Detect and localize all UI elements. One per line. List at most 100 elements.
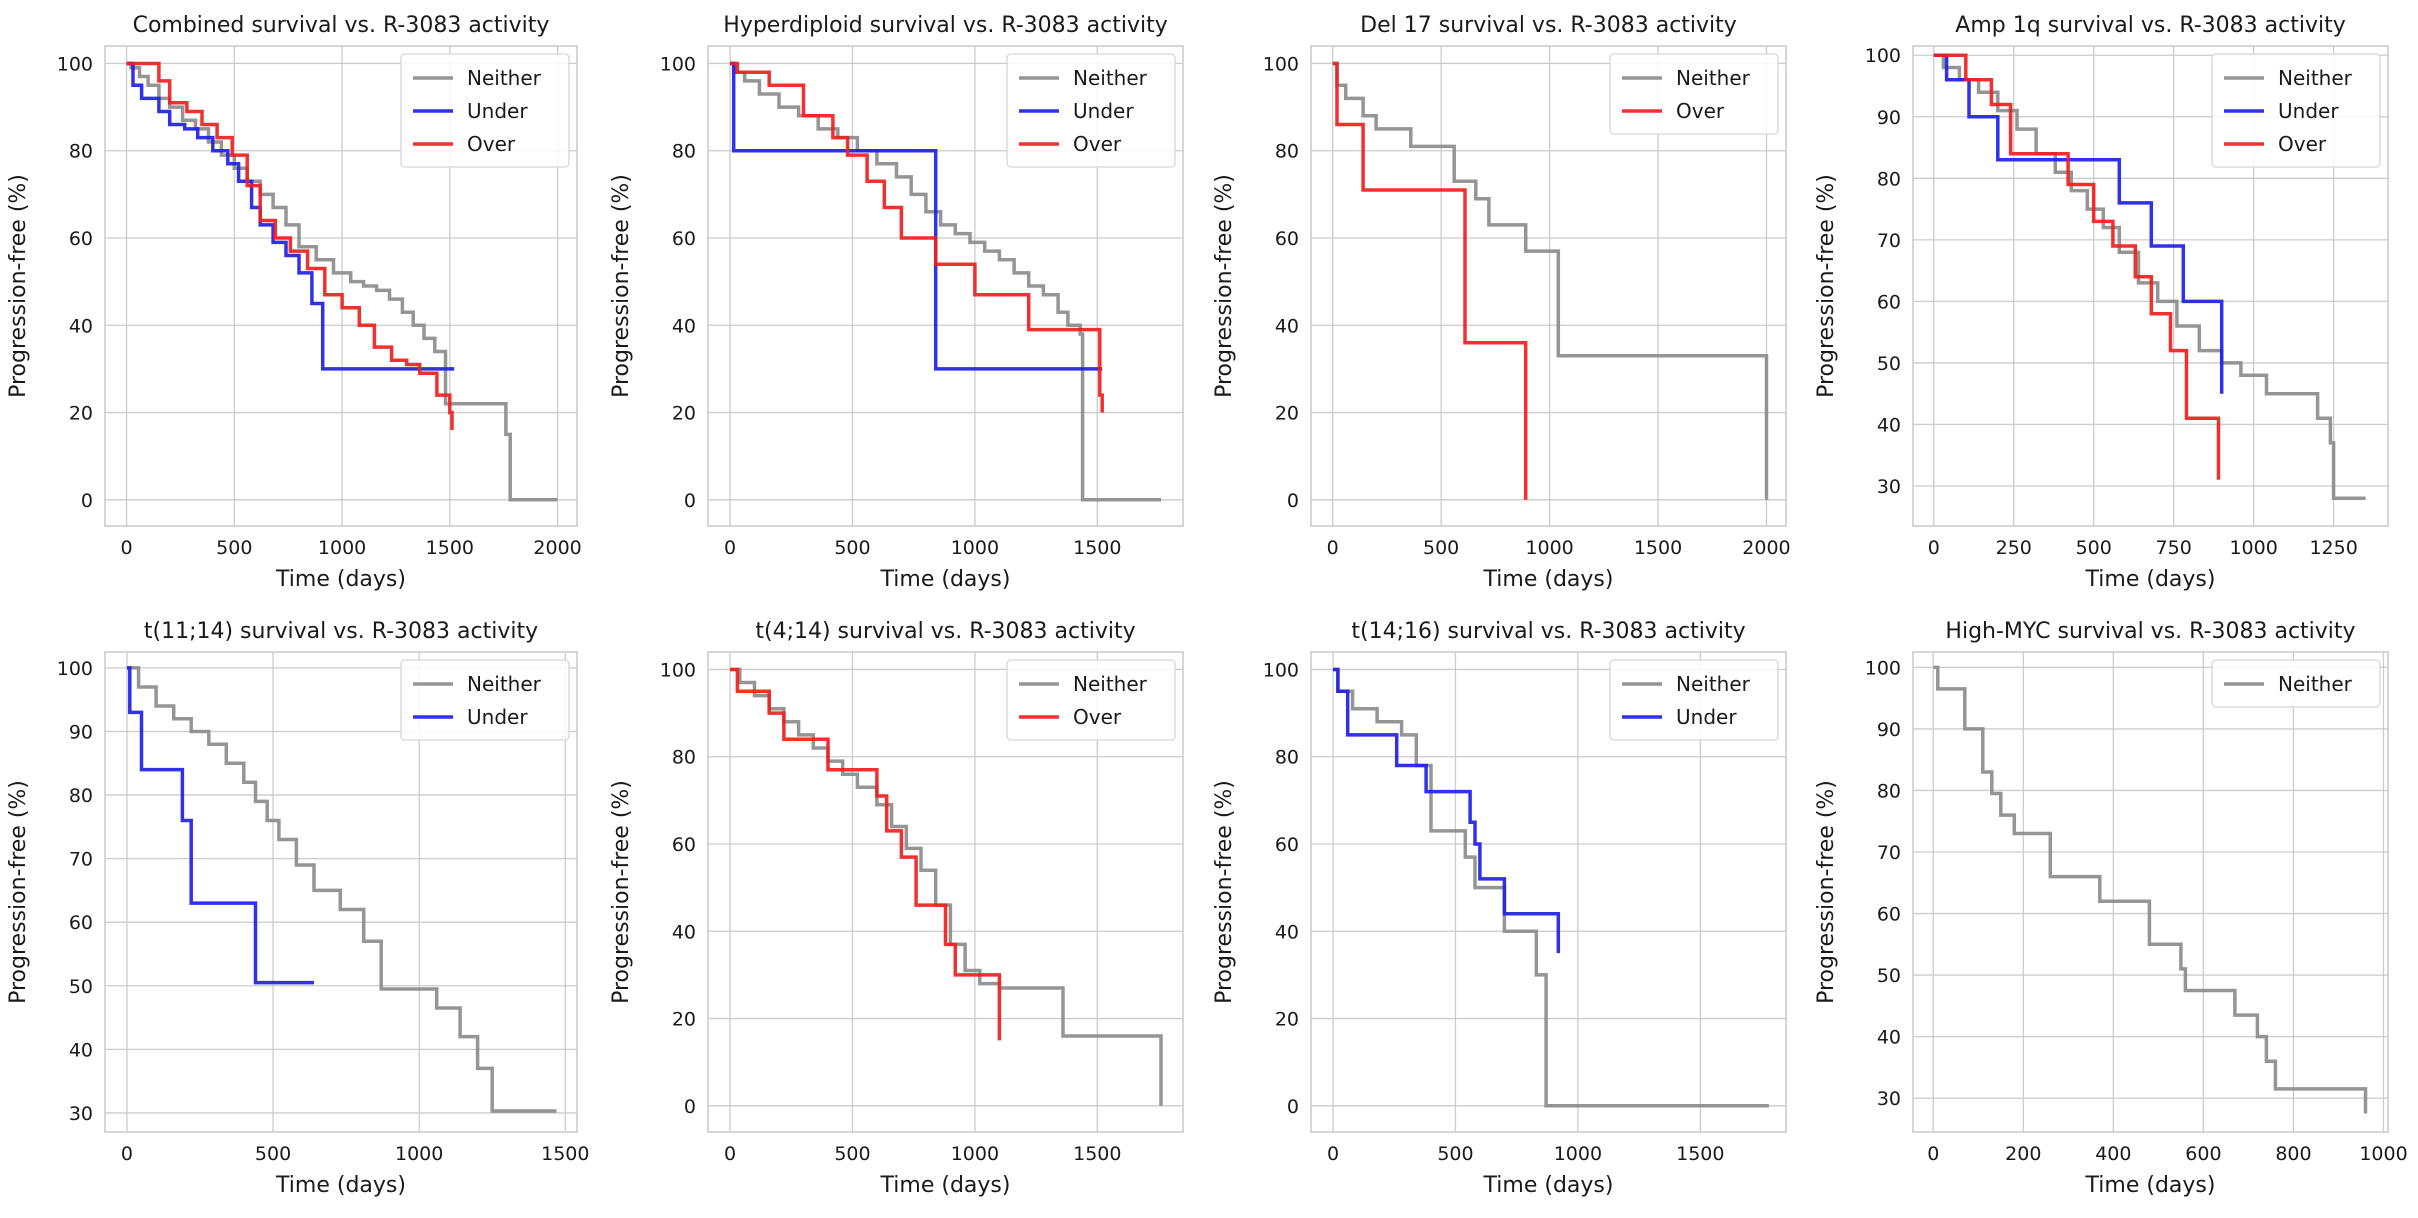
series-line-under (1933, 53, 2224, 394)
legend: Neither Under Over (2211, 53, 2381, 168)
y-tick-label: 100 (1263, 659, 1299, 681)
x-axis-label: Time (days) (1483, 567, 1614, 592)
legend-box (400, 659, 570, 741)
chart-panel: 0 500 1000 1500 30 40 50 60 70 80 90 100 t(11;14) su… (6, 619, 589, 1198)
y-tick-label: 0 (684, 1096, 696, 1118)
y-axis-label: Progression-free (%) (1814, 174, 1839, 398)
y-tick-label: 80 (672, 141, 696, 163)
series-line-neither (1333, 667, 1769, 1108)
chart-title: Combined survival vs. R-3083 activity (133, 13, 550, 38)
legend-label: Under (467, 99, 528, 123)
x-tick-label: 500 (216, 537, 252, 559)
series-line-neither (126, 61, 558, 502)
y-tick-label: 0 (1287, 490, 1299, 512)
legend-label: Over (1676, 99, 1725, 123)
x-axis-label: Time (days) (2085, 567, 2216, 592)
x-tick-label: 750 (2156, 537, 2192, 559)
legend: Neither Over (1609, 53, 1779, 135)
x-tick-label: 200 (2005, 1143, 2041, 1165)
chart-panel: 0 500 1000 1500 0 20 40 60 80 100 Hyperdiploid sur… (609, 13, 1184, 592)
x-tick-label: 250 (1996, 537, 2032, 559)
y-tick-label: 20 (672, 403, 696, 425)
x-tick-label: 1000 (951, 1143, 999, 1165)
legend-label: Over (467, 132, 516, 156)
legend: Neither (2211, 659, 2381, 708)
series-line-neither (1933, 53, 2366, 501)
y-tick-label: 60 (1877, 291, 1901, 313)
x-tick-label: 1000 (2229, 537, 2277, 559)
legend-label: Over (1073, 132, 1122, 156)
plot-area (1913, 652, 2388, 1132)
y-axis-label: Progression-free (%) (6, 780, 31, 1004)
y-tick-label: 60 (672, 228, 696, 250)
x-tick-label: 0 (1927, 1143, 1939, 1165)
legend-box (400, 53, 570, 168)
y-tick-label: 20 (69, 403, 93, 425)
x-tick-label: 500 (1423, 537, 1459, 559)
y-tick-label: 30 (69, 1103, 93, 1125)
chart-title: t(11;14) survival vs. R-3083 activity (144, 619, 538, 644)
x-axis-label: Time (days) (275, 567, 406, 592)
x-tick-label: 400 (2095, 1143, 2131, 1165)
x-tick-label: 600 (2185, 1143, 2221, 1165)
y-tick-label: 20 (1275, 1009, 1299, 1031)
y-tick-label: 100 (1865, 45, 1901, 67)
y-tick-label: 70 (1877, 230, 1901, 252)
chart-panel: 0 500 1000 1500 2000 0 20 40 60 80 100 Del 17 survi… (1212, 13, 1791, 592)
y-tick-label: 100 (660, 659, 696, 681)
x-tick-label: 1500 (1073, 1143, 1121, 1165)
y-tick-label: 40 (1275, 315, 1299, 337)
y-tick-label: 40 (672, 315, 696, 337)
legend: Neither Under Over (1006, 53, 1176, 168)
y-tick-label: 100 (660, 53, 696, 75)
y-tick-label: 80 (69, 785, 93, 807)
chart-panel: 0 250 500 750 1000 1250 30 40 50 60 70 80 90 100 Amp 1… (1814, 13, 2389, 592)
legend-box (1006, 659, 1176, 741)
chart-title: t(4;14) survival vs. R-3083 activity (755, 619, 1135, 644)
y-tick-label: 60 (69, 912, 93, 934)
legend-box (2211, 53, 2381, 168)
plot-frame (1310, 651, 1787, 1133)
x-tick-label: 500 (834, 1143, 870, 1165)
y-tick-label: 100 (1865, 657, 1901, 679)
x-tick-label: 1000 (1554, 1143, 1602, 1165)
y-axis-label: Progression-free (%) (1212, 780, 1237, 1004)
y-tick-label: 60 (672, 834, 696, 856)
y-tick-label: 90 (69, 721, 93, 743)
y-tick-label: 80 (1877, 168, 1901, 190)
x-tick-label: 500 (2076, 537, 2112, 559)
series-line-neither (1933, 665, 2368, 1114)
x-tick-label: 1000 (395, 1143, 443, 1165)
y-tick-label: 40 (69, 315, 93, 337)
chart-title: High-MYC survival vs. R-3083 activity (1945, 619, 2355, 644)
plot-frame (104, 651, 578, 1133)
x-tick-label: 0 (1327, 537, 1339, 559)
legend: Neither Under Over (400, 53, 570, 168)
plot-frame (104, 45, 578, 527)
y-axis-label: Progression-free (%) (609, 780, 634, 1004)
legend-label: Neither (1676, 672, 1751, 696)
y-tick-label: 80 (1275, 141, 1299, 163)
y-axis-label: Progression-free (%) (1814, 780, 1839, 1004)
x-tick-label: 0 (724, 537, 736, 559)
x-tick-label: 500 (834, 537, 870, 559)
y-axis-label: Progression-free (%) (609, 174, 634, 398)
y-tick-label: 60 (1275, 834, 1299, 856)
plot-frame (1310, 45, 1787, 527)
y-tick-label: 40 (69, 1039, 93, 1061)
y-tick-label: 70 (1877, 842, 1901, 864)
y-tick-label: 80 (672, 747, 696, 769)
x-tick-label: 0 (121, 1143, 133, 1165)
y-tick-label: 90 (1877, 107, 1901, 129)
y-tick-label: 50 (1877, 965, 1901, 987)
x-tick-label: 2000 (1742, 537, 1790, 559)
x-axis-label: Time (days) (275, 1173, 406, 1198)
x-tick-label: 800 (2275, 1143, 2311, 1165)
legend-label: Neither (1073, 672, 1148, 696)
series-line-over (1933, 53, 2221, 480)
chart-panel: 0 500 1000 1500 0 20 40 60 80 100 t(4;14) survival… (609, 619, 1184, 1198)
x-tick-label: 1000 (318, 537, 366, 559)
chart-title: Amp 1q survival vs. R-3083 activity (1955, 13, 2345, 38)
plot-frame (1912, 45, 2389, 527)
